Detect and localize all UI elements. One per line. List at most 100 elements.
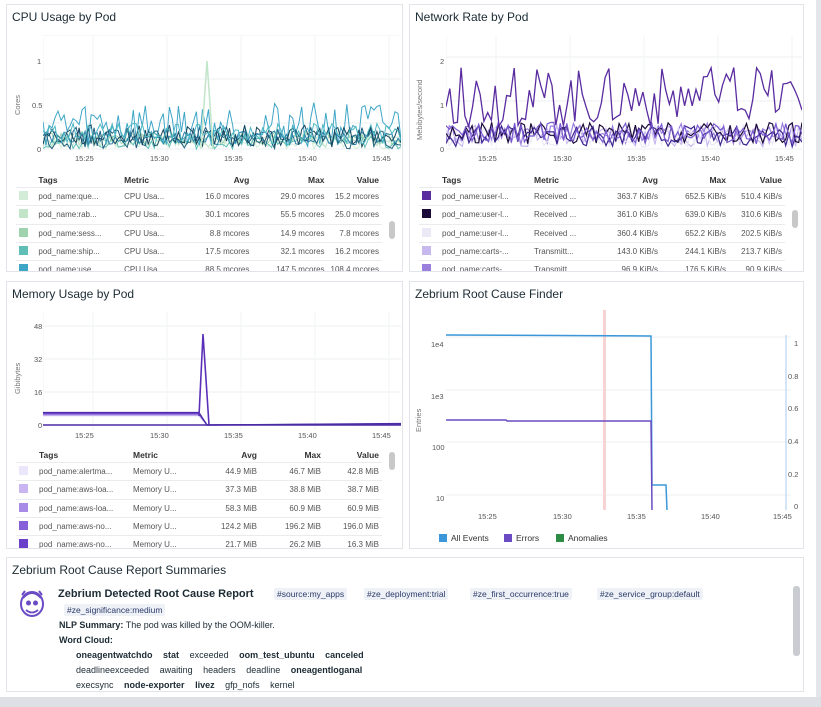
legend-cell-value: 213.7 KiB/s — [741, 247, 782, 257]
x-tick: 15:45 — [773, 512, 792, 521]
x-tick: 15:35 — [224, 154, 243, 163]
x-tick: 15:45 — [372, 431, 391, 440]
legend-cell-max: 55.5 mcores — [280, 210, 325, 220]
legend-row[interactable]: pod_name:user-l... Received ... 363.7 KiB/… — [419, 187, 785, 206]
legend-swatch — [504, 534, 512, 542]
legend-row[interactable]: pod_name:use... CPU Usa... 88.5 mcores 147.… — [16, 260, 382, 272]
col-value[interactable]: Value — [356, 174, 379, 185]
col-tags[interactable]: Tags — [442, 174, 462, 185]
legend-swatch — [556, 534, 564, 542]
x-tick: 15:35 — [627, 154, 646, 163]
legend-cell-avg: 58.3 MiB — [225, 503, 257, 513]
series-color-swatch — [422, 246, 431, 256]
legend-anomalies[interactable]: Anomalies — [556, 533, 608, 543]
legend-row[interactable]: pod_name:user-l... Received ... 360.4 KiB/… — [419, 224, 785, 242]
legend-cell-max: 244.1 KiB/s — [685, 247, 726, 257]
legend-row[interactable]: pod_name:user-l... Received ... 361.0 KiB/… — [419, 205, 785, 224]
col-metric[interactable]: Metric — [534, 174, 560, 185]
col-value[interactable]: Value — [759, 174, 782, 185]
legend-cell-tags: pod_name:rab... — [38, 210, 97, 220]
legend-row[interactable]: pod_name:ship... CPU Usa... 17.5 mcores 32.… — [16, 242, 382, 260]
col-max[interactable]: Max — [304, 449, 321, 460]
word-cloud-term: gfp_nofs — [225, 679, 260, 690]
series-color-swatch — [422, 209, 431, 219]
series-color-swatch — [422, 264, 431, 271]
legend-row[interactable]: pod_name:aws-loa... Memory U... 37.3 MiB 38… — [16, 480, 382, 499]
legend-cell-metric: Received ... — [534, 228, 577, 238]
tag-first-occurrence[interactable]: #ze_first_occurrence:true — [470, 588, 572, 600]
network-line-chart[interactable] — [446, 35, 802, 153]
legend-cell-metric: Received ... — [534, 192, 577, 202]
report-title[interactable]: Zebrium Detected Root Cause Report — [58, 588, 254, 600]
summaries-scrollbar[interactable] — [793, 586, 800, 656]
cpu-line-chart[interactable] — [43, 35, 401, 153]
legend-row[interactable]: pod_name:aws-no... Memory U... 124.2 MiB 19… — [16, 517, 382, 535]
network-legend-table: Tags Metric Avg Max Value pod_name:user-… — [419, 172, 785, 272]
legend-cell-metric: CPU Usa... — [124, 247, 165, 257]
col-metric[interactable]: Metric — [124, 174, 150, 185]
legend-row[interactable]: pod_name:aws-no... Memory U... 21.7 MiB 26.… — [16, 535, 382, 548]
y-right-tick: 0.8 — [788, 372, 799, 381]
series-color-swatch — [19, 521, 28, 531]
memory-line-chart[interactable] — [43, 312, 401, 430]
col-avg[interactable]: Avg — [233, 174, 250, 185]
series-color-swatch — [19, 264, 28, 271]
legend-cell-avg: 8.8 mcores — [209, 228, 250, 238]
y-tick: 1e4 — [431, 340, 444, 349]
zebrium-icon — [20, 590, 44, 617]
y-axis-label: Entries — [414, 408, 423, 432]
legend-cell-value: 60.9 MiB — [347, 503, 379, 513]
legend-scrollbar[interactable] — [792, 210, 798, 228]
legend-cell-avg: 88.5 mcores — [205, 265, 250, 272]
legend-cell-avg: 96.9 KiB/s — [621, 265, 658, 272]
word-cloud-term: livez — [195, 679, 215, 690]
root-cause-finder-widget: Zebrium Root Cause Finder Entries 1e4 1e… — [409, 281, 804, 549]
legend-row[interactable]: pod_name:sess... CPU Usa... 8.8 mcores 14.9… — [16, 224, 382, 242]
word-cloud-term: oneagentwatchdo — [76, 650, 153, 660]
legend-row[interactable]: pod_name:rab... CPU Usa... 30.1 mcores 55.5… — [16, 205, 382, 224]
col-tags[interactable]: Tags — [38, 174, 58, 185]
tag-deployment[interactable]: #ze_deployment:trial — [364, 588, 449, 600]
col-max[interactable]: Max — [709, 174, 726, 185]
tag-significance[interactable]: #ze_significance:medium — [64, 604, 166, 616]
memory-spike-line — [198, 333, 210, 426]
y-tick: 1 — [440, 101, 445, 110]
y-tick: 100 — [432, 443, 445, 452]
col-metric[interactable]: Metric — [133, 449, 159, 460]
col-value[interactable]: Value — [356, 449, 379, 460]
legend-cell-tags: pod_name:ship... — [38, 247, 100, 257]
nlp-summary: NLP Summary: The pod was killed by the O… — [59, 620, 275, 630]
widget-title: CPU Usage by Pod — [12, 10, 117, 24]
x-tick: 15:35 — [627, 512, 646, 521]
legend-scrollbar[interactable] — [389, 221, 395, 239]
col-avg[interactable]: Avg — [642, 174, 658, 185]
x-tick: 15:25 — [478, 154, 497, 163]
legend-all-events[interactable]: All Events — [439, 533, 489, 543]
legend-scrollbar[interactable] — [389, 452, 395, 470]
series-color-swatch — [19, 484, 28, 494]
cpu-spike-line — [200, 60, 214, 150]
legend-row[interactable]: pod_name:aws-loa... Memory U... 58.3 MiB 60… — [16, 499, 382, 517]
legend-row[interactable]: pod_name:carts-... Transmitt... 143.0 KiB/… — [419, 242, 785, 260]
y-right-tick: 0.6 — [788, 404, 799, 413]
legend-row[interactable]: pod_name:alertma... Memory U... 44.9 MiB 46… — [16, 462, 382, 481]
legend-errors[interactable]: Errors — [504, 533, 539, 543]
col-max[interactable]: Max — [307, 174, 325, 185]
legend-cell-tags: pod_name:alertma... — [39, 467, 113, 477]
legend-swatch-cell — [16, 536, 36, 548]
legend-cell-value: 108.4 mcores — [330, 265, 379, 272]
x-tick: 15:40 — [701, 154, 720, 163]
tag-source[interactable]: #source:my_apps — [274, 588, 348, 600]
root-cause-chart[interactable] — [446, 310, 791, 510]
tag-service-group[interactable]: #ze_service_group:default — [597, 588, 703, 600]
col-tags[interactable]: Tags — [39, 449, 59, 460]
legend-cell-metric: Memory U... — [133, 485, 177, 495]
word-cloud-term: canceled — [325, 650, 364, 660]
memory-usage-widget: Memory Usage by Pod Gibibytes 48 32 16 0… — [6, 281, 403, 549]
network-series-line — [446, 123, 802, 149]
series-color-swatch — [19, 539, 28, 548]
col-avg[interactable]: Avg — [241, 449, 257, 460]
cpu-legend-table: Tags Metric Avg Max Value pod_name:que..… — [16, 172, 382, 272]
legend-row[interactable]: pod_name:que... CPU Usa... 16.0 mcores 29.0… — [16, 187, 382, 206]
legend-row[interactable]: pod_name:carts-... Transmitt... 96.9 KiB/s… — [419, 260, 785, 272]
